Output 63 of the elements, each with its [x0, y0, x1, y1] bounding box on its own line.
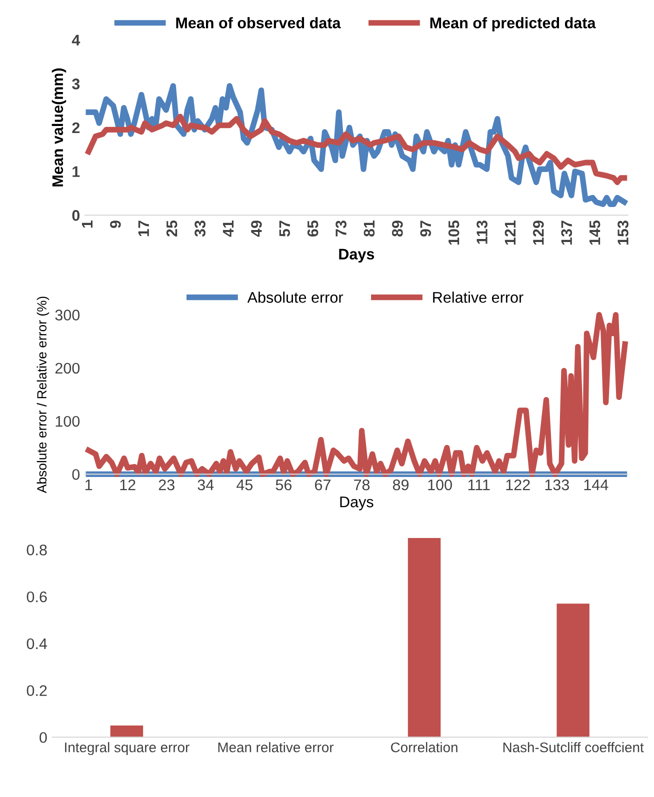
- x-tick-label: 121: [504, 220, 516, 245]
- x-tick-label: 137: [561, 220, 572, 245]
- x-tick-label: 89: [392, 220, 403, 237]
- x-tick-label: Mean relative error: [218, 742, 334, 752]
- x-tick-label: 1: [82, 220, 92, 228]
- x-tick-label: 45: [236, 480, 253, 490]
- legend-label: Mean of observed data: [176, 17, 341, 28]
- y-tick-label: 0.2: [26, 685, 47, 696]
- y-tick-label: 300: [55, 310, 80, 320]
- x-tick-label: 17: [138, 220, 149, 236]
- x-tick-label: 113: [476, 220, 488, 244]
- y-tick-label: 0.6: [26, 591, 47, 602]
- y-tick-label: 200: [55, 362, 80, 374]
- x-tick-label: 97: [420, 220, 432, 237]
- x-tick-label: 133: [545, 479, 569, 490]
- x-tick-label: 34: [198, 479, 214, 490]
- legend-label: Mean of predicted data: [430, 17, 596, 32]
- x-tick-label: 57: [279, 220, 290, 237]
- x-tick-label: 122: [506, 479, 530, 490]
- y-tick-label: 3: [72, 78, 80, 90]
- x-tick-label: Integral square error: [65, 742, 190, 756]
- x-tick-label: 56: [276, 479, 292, 490]
- x-tick-label: 67: [315, 479, 330, 490]
- x-tick-label: 12: [120, 479, 136, 490]
- y-tick-label: 2: [72, 122, 80, 134]
- x-tick-label: 78: [354, 479, 370, 490]
- x-tick-label: 73: [336, 220, 346, 236]
- x-tick-label: 129: [533, 220, 544, 245]
- y-tick-label: 0: [40, 732, 47, 743]
- x-tick-label: 1: [85, 480, 92, 490]
- y-tick-label: 0: [72, 469, 80, 480]
- x-tick-label: 89: [392, 479, 409, 490]
- x-tick-label: 33: [194, 220, 206, 237]
- x-tick-label: 49: [251, 220, 262, 237]
- x-tick-label: 100: [428, 479, 452, 490]
- x-tick-label: 65: [307, 220, 318, 236]
- legend-label: Absolute error: [247, 292, 344, 303]
- x-tick-label: 111: [468, 480, 490, 490]
- y-tick-label: 4: [72, 34, 80, 46]
- x-tick-label: 153: [618, 220, 628, 245]
- bar: [110, 726, 144, 738]
- x-tick-label: 23: [158, 479, 174, 490]
- x-tick-label: 41: [222, 220, 234, 237]
- y-tick-label: 0.4: [26, 638, 48, 650]
- x-axis-title: Days: [339, 248, 374, 263]
- y-tick-label: 0: [72, 210, 80, 221]
- x-tick-label: 145: [590, 220, 600, 245]
- bar: [408, 538, 441, 738]
- bar: [556, 604, 590, 738]
- y-tick-label: 100: [56, 416, 80, 427]
- y-axis-title: Absolute error / Relative error (%): [36, 296, 50, 494]
- x-tick-label: 81: [364, 220, 375, 237]
- x-tick-label: 9: [110, 220, 121, 228]
- y-axis-title: Mean value(mm): [52, 68, 66, 186]
- x-tick-label: 25: [166, 220, 178, 237]
- x-tick-label: Correlation: [391, 742, 458, 752]
- x-tick-label: Nash-Sutcliff coeffcient: [503, 742, 644, 752]
- x-tick-label: 105: [448, 220, 460, 245]
- x-tick-label: 144: [584, 480, 608, 490]
- x-axis-title: Days: [340, 496, 374, 510]
- legend-label: Relative error: [433, 292, 524, 303]
- y-tick-label: 0.8: [26, 544, 47, 556]
- y-tick-label: 1: [72, 166, 80, 177]
